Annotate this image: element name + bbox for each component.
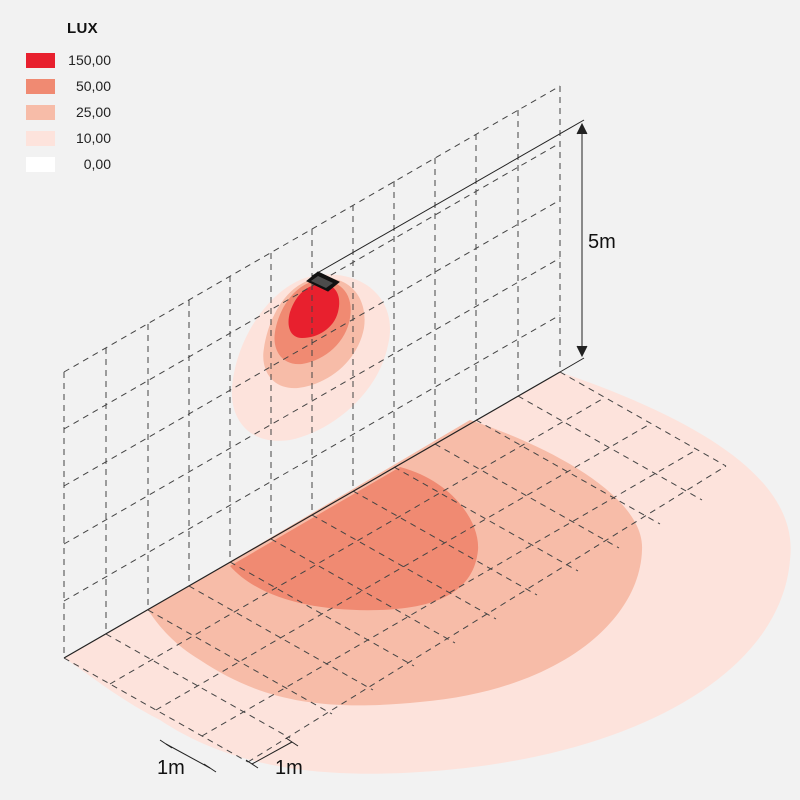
floor-grid [63,371,727,763]
floor-dimension-width [245,737,299,769]
legend-item-50: 50,00 [26,73,146,99]
floor-depth-label: 1m [157,757,185,779]
lux-legend: LUX 150,00 50,00 25,00 10,00 0,00 [26,20,146,177]
legend-value: 150,00 [68,52,111,68]
legend-swatch [26,130,55,146]
legend-title: LUX [67,20,98,37]
legend-item-150: 150,00 [26,47,146,73]
legend-value: 25,00 [75,104,111,120]
legend-swatch [26,78,55,94]
wall-illuminance-zones [231,274,391,441]
legend-value: 10,00 [75,130,111,146]
wall-luminaire-icon [306,271,340,292]
legend-value: 0,00 [83,156,111,172]
legend-item-10: 10,00 [26,125,146,151]
height-label: 5m [588,231,616,253]
wall-floor-edge [63,371,561,659]
legend-swatch [26,156,55,172]
floor-width-label: 1m [275,757,303,779]
legend-item-0: 0,00 [26,151,146,177]
legend-item-25: 25,00 [26,99,146,125]
legend-swatch [26,52,55,68]
floor-dimension-depth [159,739,217,773]
height-dimension [311,119,588,373]
legend-swatch [26,104,55,120]
legend-value: 50,00 [75,78,111,94]
wall-zone-150 [288,284,340,338]
floor-illuminance-zones [64,372,791,774]
